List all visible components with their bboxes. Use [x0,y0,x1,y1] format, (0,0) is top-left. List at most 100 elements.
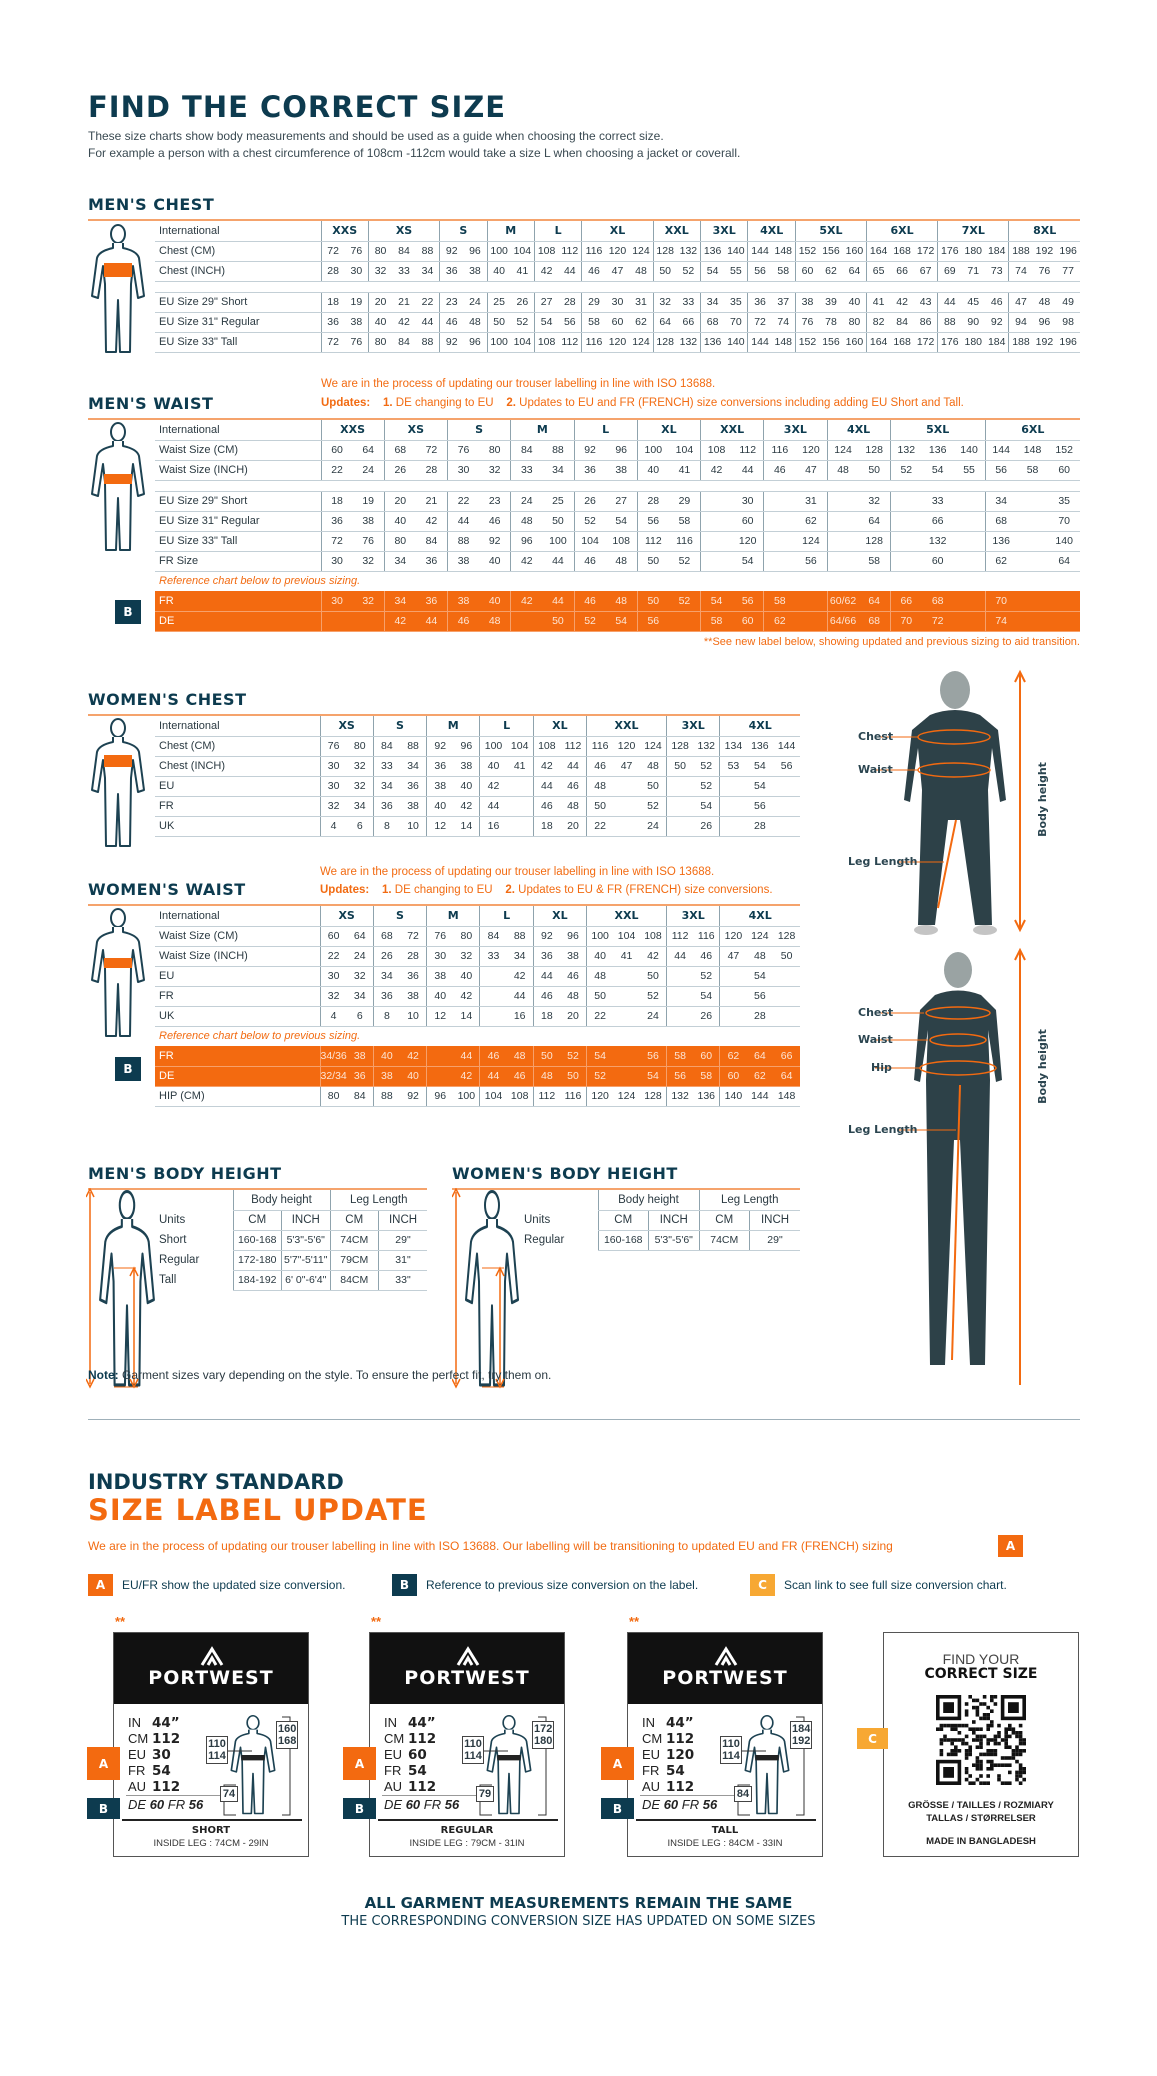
waist-min: 110 [722,1738,740,1750]
size-header: S [439,221,488,242]
womens-waist-notice: We are in the process of updating our tr… [320,866,715,878]
size-value: 112 [408,1779,437,1795]
table-cell: 26 [693,1006,720,1027]
table-cell: 5'3"-5'6" [648,1230,699,1251]
table-cell: 66 [676,312,701,333]
table-cell: 54 [693,986,720,1007]
table-cell: 37 [771,292,796,313]
table-cell: 39 [819,292,843,313]
row-label: EU Size 29" Short [155,491,321,512]
table-cell: 74 [984,611,1017,632]
divider [640,1795,736,1796]
garment-note: Note: Garment sizes vary depending on th… [88,1368,551,1382]
update-2: Updates to EU & FR (FRENCH) size convers… [518,884,773,896]
table-row: UK 4 6 8 10 12 14 16 18 20 22 24 26 28 [155,816,800,837]
qr-code-icon[interactable] [936,1695,1026,1785]
row-label: FR Size [155,551,321,572]
table-cell [700,531,733,552]
table-cell [719,1006,747,1027]
table-cell: 70 [984,591,1017,612]
table-cell: 10 [399,816,427,837]
table-cell: 92 [985,312,1009,333]
table-cell: 26 [510,292,535,313]
table-row: Chest (CM) 72 76 80 84 88 92 96 100 104 108 112 116 1… [155,241,1080,262]
table-cell: 21 [392,292,416,313]
womens-waist-updates: Updates: 1. DE changing to EU 2. Updates… [320,884,773,896]
fr-value: 56 [188,1797,204,1812]
table-row: EU 30 32 34 36 38 40 42 44 46 48 50 52 54 [155,966,800,987]
table-cell: 33 [676,292,701,313]
height-max: 168 [278,1735,297,1747]
table-cell: 38 [447,551,480,572]
table-cell: 58 [666,1046,694,1067]
table-cell: 28 [746,816,774,837]
de-label: DE [384,1797,403,1812]
table-row: Tall 184-192 6' 0"-6'4" 84CM 33" [155,1270,427,1291]
table-cell: 144 [984,440,1017,461]
table-cell: 24 [510,491,543,512]
table-cell: 53 [719,756,747,777]
table-cell: 44 [453,1046,480,1067]
table-cell: 52 [693,776,720,797]
table-cell: 172 [913,332,938,353]
table-cell: 4 [319,816,347,837]
table-cell [613,1006,640,1027]
size-value: 112 [152,1731,181,1747]
table-cell: 54 [533,312,559,333]
table-cell: 68 [700,312,725,333]
table-cell: 112 [558,332,582,353]
table-cell: 12 [426,1006,454,1027]
table-cell: 134 [719,736,747,757]
table-cell: 104 [510,332,535,353]
table-cell [666,986,694,1007]
table-cell: 58 [771,261,796,282]
size-key: FR [642,1763,660,1778]
size-key: CM [128,1731,149,1746]
de-label: DE [642,1797,661,1812]
table-cell [666,776,694,797]
size-value: 44” [666,1715,694,1731]
table-cell: 172 [913,241,938,262]
badge-a: A [601,1747,634,1780]
table-cell: 80 [453,926,480,947]
update-1: DE changing to EU [395,397,494,409]
table-cell: 49 [1056,292,1080,313]
table-cell: 32 [319,796,347,817]
table-cell: 196 [1056,241,1080,262]
table-cell: 104 [573,531,606,552]
table-cell: 66 [921,511,954,532]
table-cell: 31 [795,491,827,512]
photo-label-waist: Waist [858,763,893,776]
height-size-box: 160 168 [276,1721,298,1749]
row-label: EU Size 33" Tall [155,332,321,353]
table-cell: 40 [399,1066,427,1087]
table-cell: 116 [559,1086,587,1107]
table-cell: 38 [399,986,427,1007]
size-header: 4XL [747,221,796,242]
table-cell [795,591,827,612]
reference-note: Reference chart below to previous sizing… [159,575,361,588]
label-stars: ** [115,1614,126,1629]
size-line: EU 120 [642,1747,694,1763]
table-cell: 144 [747,332,772,353]
qr-find-text: FIND YOUR [942,1651,1020,1667]
size-key: IN [384,1715,397,1730]
table-cell: 42 [639,946,667,967]
section-rule [88,219,1080,221]
table-cell [1016,591,1049,612]
table-cell: 92 [479,531,511,552]
table-cell: 120 [732,531,764,552]
size-header: XS [383,420,448,441]
table-cell: 50 [773,946,800,967]
table-cell: 30 [344,261,369,282]
table-cell: 50 [486,312,511,333]
table-cell: 26 [693,816,720,837]
size-header: M [510,420,574,441]
waist-max: 114 [208,1750,226,1762]
label-figure-icon [230,1715,276,1815]
table-cell: 80 [367,332,393,353]
table-cell: 19 [344,292,369,313]
table-cell: 52 [668,591,701,612]
legend-text-b: Reference to previous size conversion on… [426,1578,699,1592]
table-cell: 188 [1008,332,1033,353]
